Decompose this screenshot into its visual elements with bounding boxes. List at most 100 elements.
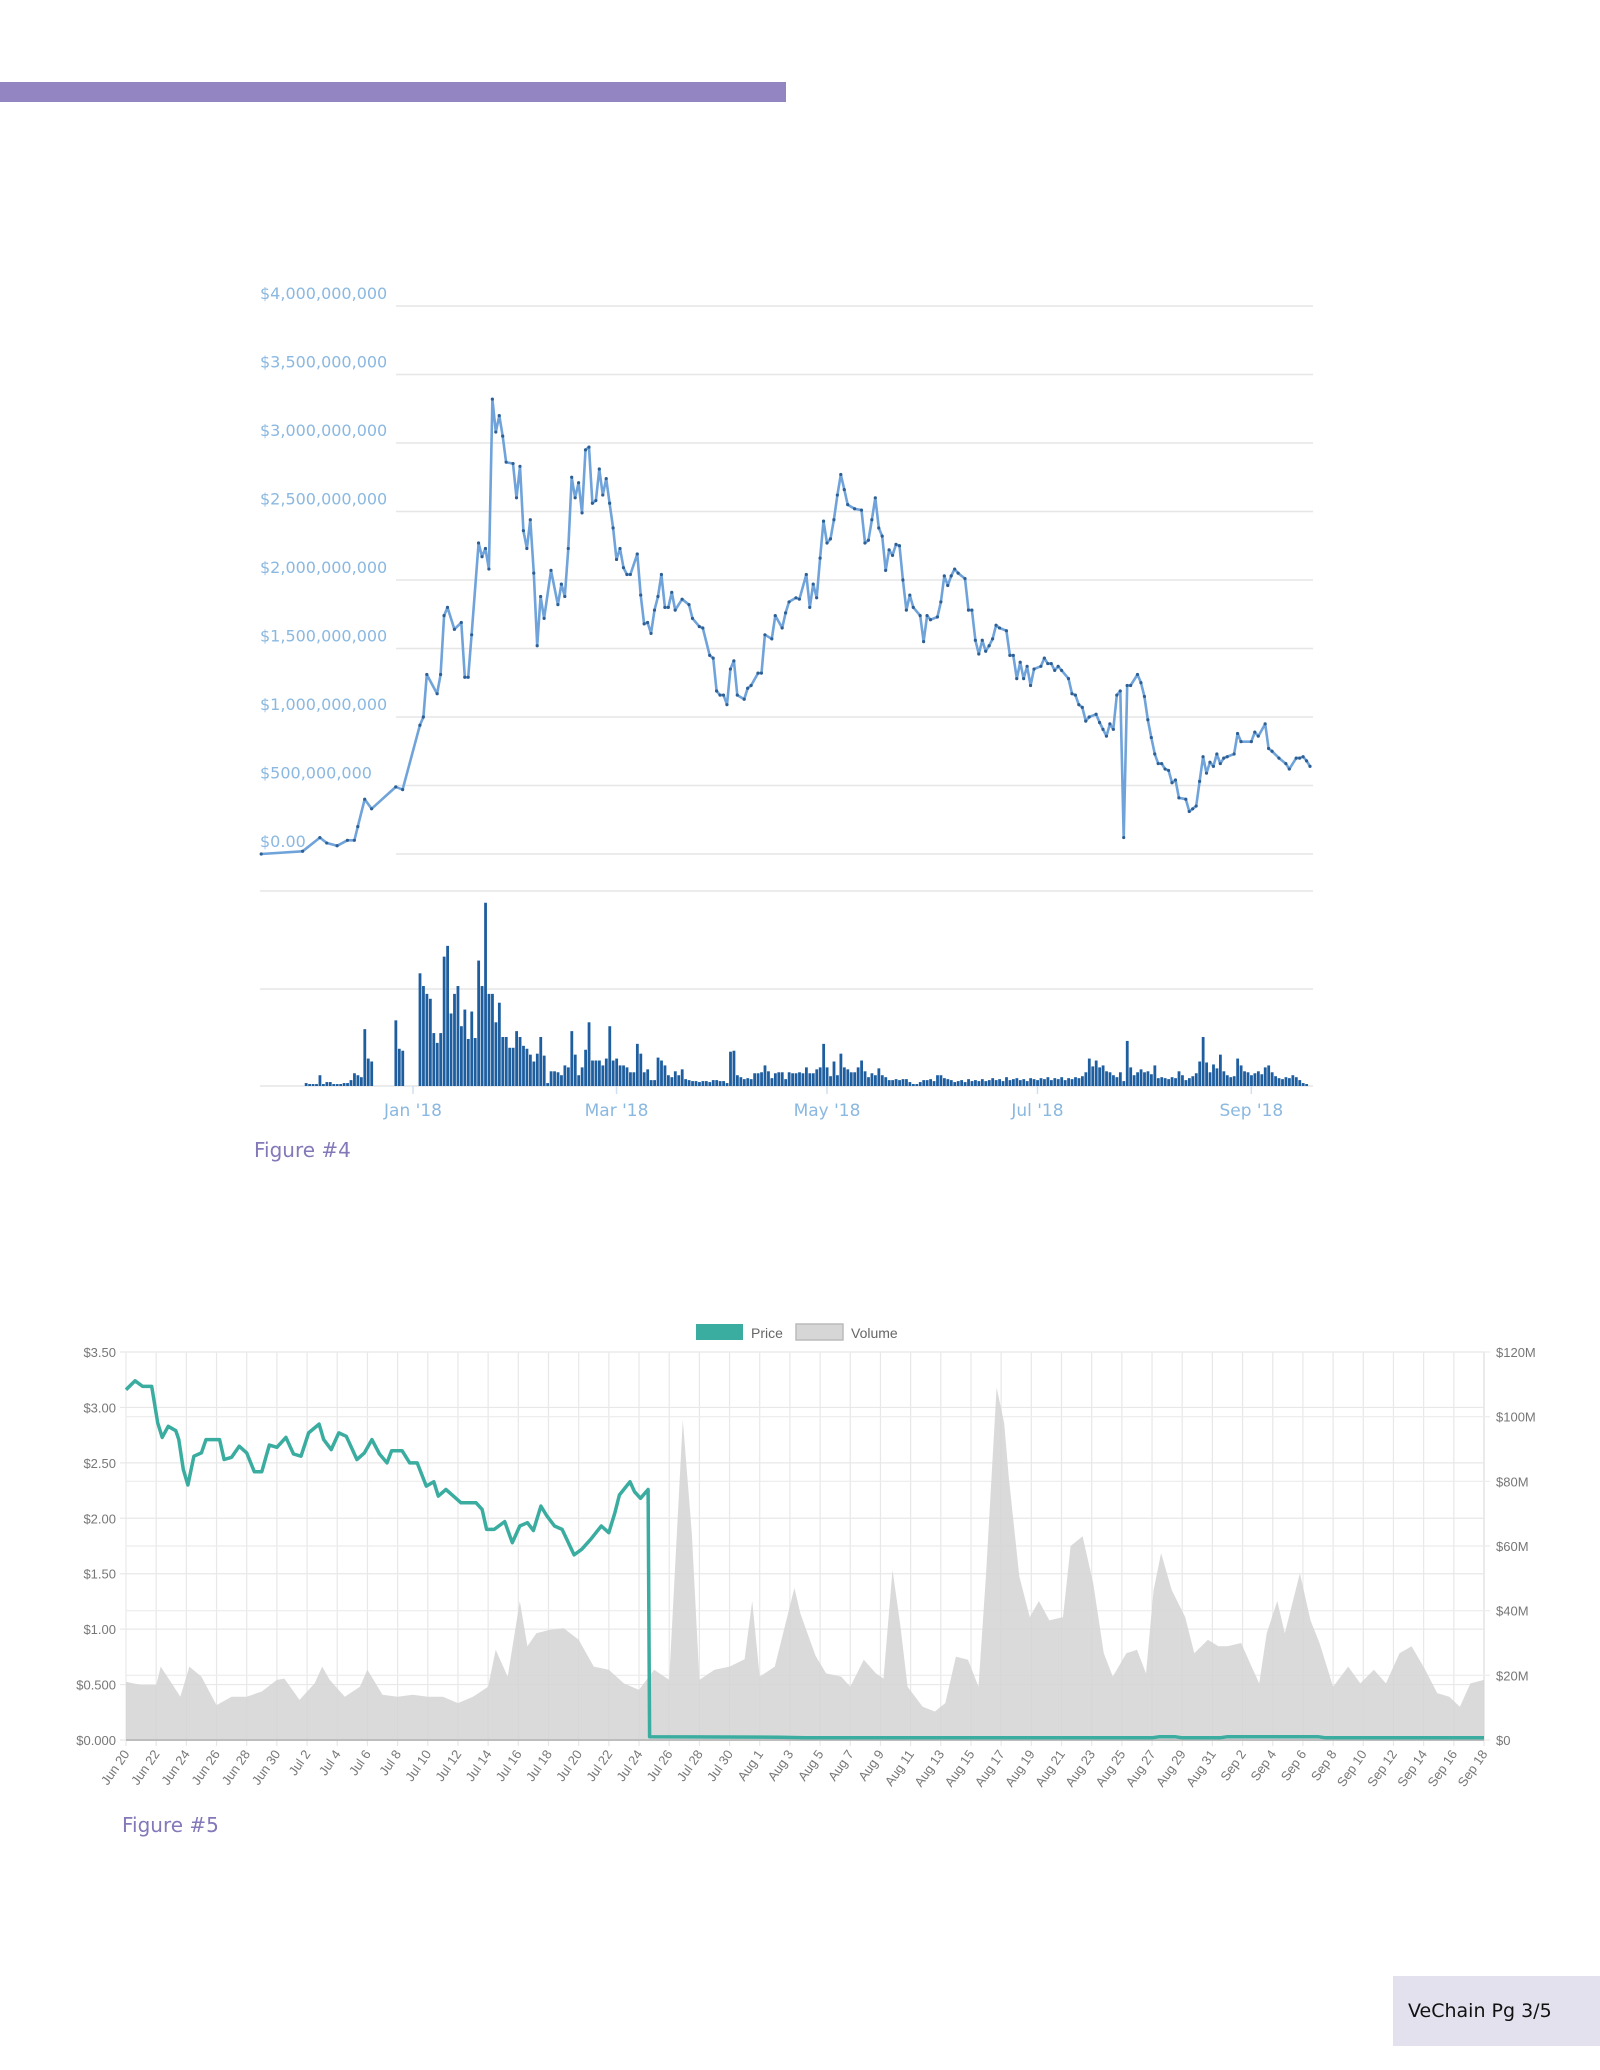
market-cap-point bbox=[735, 693, 739, 697]
volume-bar bbox=[1170, 1077, 1174, 1086]
volume-bar bbox=[694, 1081, 698, 1086]
market-cap-point bbox=[966, 608, 971, 612]
volume-bar bbox=[480, 986, 484, 1086]
market-cap-point bbox=[1060, 668, 1064, 673]
market-cap-point bbox=[759, 671, 764, 675]
market-cap-point bbox=[608, 501, 612, 505]
volume-bar bbox=[342, 1083, 346, 1086]
market-cap-point bbox=[670, 590, 674, 594]
page-number-label: VeChain Pg 3/5 bbox=[1408, 2000, 1552, 2022]
volume-bar bbox=[732, 1050, 736, 1086]
market-cap-point bbox=[1225, 755, 1229, 759]
market-cap-point bbox=[628, 572, 632, 577]
market-cap-point bbox=[1287, 767, 1291, 771]
volume-bar bbox=[1036, 1080, 1039, 1086]
volume-bar bbox=[515, 1031, 518, 1086]
market-cap-point bbox=[566, 546, 570, 551]
market-cap-point bbox=[1232, 752, 1236, 756]
volume-bar bbox=[915, 1084, 919, 1086]
volume-bar bbox=[629, 1072, 632, 1086]
volume-bar bbox=[432, 1033, 436, 1086]
volume-bar bbox=[753, 1073, 757, 1086]
volume-bar bbox=[397, 1048, 401, 1086]
market-cap-point bbox=[1187, 809, 1191, 814]
volume-bar bbox=[453, 993, 456, 1086]
market-cap-point bbox=[742, 697, 746, 701]
market-cap-point bbox=[470, 633, 474, 637]
volume-bar bbox=[1101, 1065, 1105, 1086]
x-tick-label: Jul 16 bbox=[493, 1747, 525, 1784]
market-cap-point bbox=[570, 475, 574, 479]
market-cap-point bbox=[784, 611, 788, 615]
x-tick-label: Aug 31 bbox=[1183, 1747, 1219, 1789]
x-tick-label: Sep 18 bbox=[1455, 1747, 1491, 1789]
x-tick-label: Jul 18 bbox=[523, 1747, 555, 1784]
market-cap-point bbox=[815, 596, 819, 600]
volume-bar bbox=[318, 1075, 322, 1086]
volume-bar bbox=[974, 1080, 977, 1086]
x-tick-label: Sep 16 bbox=[1424, 1747, 1460, 1789]
volume-bar bbox=[998, 1079, 1001, 1086]
volume-bar bbox=[353, 1073, 356, 1086]
market-cap-point bbox=[466, 675, 470, 679]
volume-bar bbox=[1177, 1071, 1181, 1086]
market-cap-point bbox=[832, 518, 836, 522]
market-cap-point bbox=[797, 597, 802, 601]
volume-bar bbox=[1015, 1078, 1019, 1086]
market-cap-point bbox=[1080, 705, 1084, 710]
volume-bar bbox=[767, 1071, 770, 1086]
volume-bar bbox=[891, 1080, 895, 1086]
market-cap-point bbox=[977, 652, 981, 656]
volume-bar bbox=[894, 1079, 898, 1086]
market-cap-point bbox=[618, 546, 622, 551]
y-right-tick-label: $100M bbox=[1496, 1410, 1536, 1425]
market-cap-point bbox=[1294, 756, 1298, 760]
market-cap-point bbox=[1142, 694, 1146, 699]
market-cap-point bbox=[583, 448, 588, 452]
market-cap-point bbox=[1049, 661, 1053, 666]
volume-bar bbox=[580, 1067, 584, 1086]
market-cap-point bbox=[1198, 779, 1202, 783]
market-cap-point bbox=[1301, 755, 1305, 759]
market-cap-point bbox=[452, 627, 456, 631]
market-cap-point bbox=[939, 600, 943, 604]
volume-bar bbox=[1129, 1067, 1133, 1086]
volume-bar bbox=[335, 1084, 339, 1086]
volume-bar bbox=[425, 993, 429, 1086]
market-cap-point bbox=[887, 548, 891, 552]
volume-bar bbox=[456, 986, 460, 1086]
volume-bar bbox=[1222, 1071, 1226, 1086]
market-cap-point bbox=[1163, 767, 1167, 771]
market-cap-point bbox=[859, 508, 864, 512]
x-tick-label: Sep 2 bbox=[1217, 1747, 1249, 1783]
volume-bar bbox=[1215, 1068, 1219, 1086]
market-cap-point bbox=[1284, 761, 1288, 766]
market-cap-point bbox=[725, 703, 729, 707]
volume-bar bbox=[1194, 1073, 1198, 1086]
volume-bar bbox=[491, 993, 494, 1086]
volume-bar bbox=[601, 1065, 605, 1086]
volume-bar bbox=[1198, 1061, 1202, 1086]
market-cap-point bbox=[1028, 683, 1033, 688]
volume-bar bbox=[829, 1076, 832, 1086]
y-tick-label: $2,000,000,000 bbox=[260, 558, 387, 577]
volume-bar bbox=[1291, 1075, 1295, 1086]
market-cap-point bbox=[884, 568, 888, 573]
y-left-tick-label: $0.500 bbox=[76, 1678, 116, 1693]
market-cap-point bbox=[1263, 722, 1267, 726]
volume-bar bbox=[1043, 1079, 1046, 1086]
market-cap-point bbox=[918, 614, 922, 618]
market-cap-point bbox=[680, 597, 684, 601]
volume-bar bbox=[487, 993, 491, 1086]
volume-bar bbox=[967, 1079, 970, 1086]
volume-bar bbox=[832, 1061, 836, 1086]
market-cap-point bbox=[690, 616, 695, 620]
market-cap-point bbox=[459, 620, 463, 625]
market-cap-point bbox=[345, 838, 350, 842]
volume-bar bbox=[560, 1075, 563, 1086]
market-cap-point bbox=[873, 496, 877, 500]
market-cap-point bbox=[539, 594, 543, 599]
x-tick-label: Sep 14 bbox=[1394, 1747, 1430, 1789]
market-cap-point bbox=[394, 785, 398, 789]
volume-bar bbox=[773, 1073, 777, 1086]
